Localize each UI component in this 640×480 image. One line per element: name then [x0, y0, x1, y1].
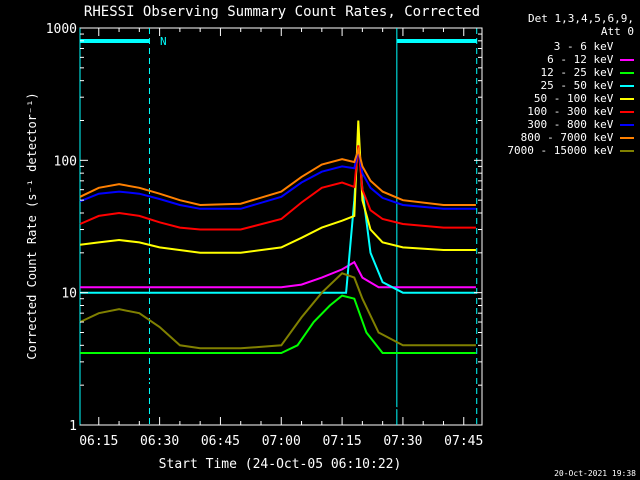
legend-entry-2: 12 - 25 keV	[541, 66, 634, 79]
coverage-bar-1	[396, 39, 477, 43]
x-tick-label-3: 07:00	[262, 434, 301, 449]
legend-header-line1: Det 1,3,4,5,6,9,	[528, 12, 634, 25]
footer-timestamp: 20-Oct-2021 19:38	[554, 469, 636, 478]
legend-label: 25 - 50 keV	[540, 79, 620, 92]
y-axis-label: Corrected Count Rate (s⁻¹ detector⁻¹)	[25, 92, 39, 359]
x-axis-label: Start Time (24-Oct-05 06:10:22)	[159, 457, 402, 472]
x-axis: 06:15 06:30 06:45 07:00 07:15 07:30 07:45	[79, 28, 483, 449]
legend-entry-7: 800 - 7000 keV	[521, 131, 634, 144]
legend-entry-0: 3 - 6 keV	[553, 40, 635, 53]
x-tick-label-2: 06:45	[201, 434, 240, 449]
y-tick-label-1: 10	[61, 287, 77, 302]
legend-label: 6 - 12 keV	[547, 53, 620, 66]
legend-header-line2: Att 0	[600, 25, 634, 38]
x-tick-label-1: 06:30	[140, 434, 179, 449]
series-line-8	[79, 272, 476, 350]
legend-label: 3 - 6 keV	[553, 40, 620, 53]
y-axis: 1 10 100 1000	[46, 22, 482, 434]
chart-title: RHESSI Observing Summary Count Rates, Co…	[84, 4, 480, 20]
legend-entry-3: 25 - 50 keV	[541, 79, 634, 92]
legend-entry-1: 6 - 12 keV	[547, 53, 634, 66]
series-line-2	[80, 294, 476, 354]
legend-label: 300 - 800 keV	[527, 118, 620, 131]
series-line-0	[80, 291, 477, 416]
legend-swatch	[620, 59, 634, 61]
y-tick-label-0: 1	[69, 419, 77, 434]
series-line-3	[80, 136, 476, 294]
orbit-lines	[79, 28, 478, 425]
legend-label: 50 - 100 keV	[533, 92, 620, 105]
y-tick-label-2: 100	[54, 154, 77, 169]
legend-swatch	[620, 72, 634, 74]
legend-entry-6: 300 - 800 keV	[527, 118, 634, 131]
series-line-7	[79, 146, 476, 207]
legend-label: 7000 - 15000 keV	[507, 144, 620, 157]
series-line-6	[79, 149, 476, 210]
coverage-bars	[80, 39, 477, 43]
series-line-4	[79, 120, 476, 254]
legend-swatch	[620, 111, 634, 113]
legend-entry-4: 50 - 100 keV	[534, 92, 634, 105]
night-marker: N	[160, 35, 167, 48]
legend-swatch	[620, 150, 634, 152]
coverage-bar-0	[80, 39, 150, 43]
legend-entry-5: 100 - 300 keV	[527, 105, 634, 118]
x-tick-label-5: 07:30	[383, 434, 422, 449]
series-line-1	[80, 260, 476, 289]
legend-swatch	[619, 45, 635, 49]
legend-entry-8: 7000 - 15000 keV	[507, 144, 634, 157]
series-layer	[79, 120, 477, 416]
x-tick-label-0: 06:15	[79, 434, 118, 449]
legend-label: 12 - 25 keV	[540, 66, 620, 79]
legend-swatch	[620, 137, 634, 139]
y-tick-label-3: 1000	[46, 22, 77, 37]
legend-label: 800 - 7000 keV	[520, 131, 620, 144]
x-tick-label-6: 07:45	[444, 434, 483, 449]
x-tick-label-4: 07:15	[323, 434, 362, 449]
legend-swatch	[620, 124, 634, 126]
legend-label: 100 - 300 keV	[527, 105, 620, 118]
series-line-5	[79, 145, 476, 231]
legend-swatch	[620, 85, 634, 87]
legend-swatch	[620, 98, 634, 100]
